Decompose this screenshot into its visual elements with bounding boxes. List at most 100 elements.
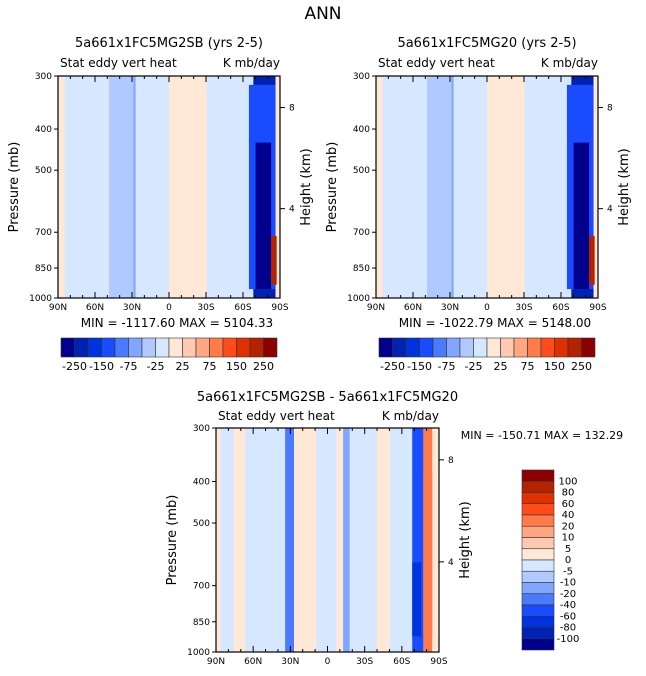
x-tick-label: 30N [441,303,459,313]
colorbar-label: 5 [565,544,571,555]
y-tick-label: 400 [193,478,210,488]
field-band [593,76,598,298]
colorbar-swatch [378,337,393,358]
field-band [343,428,350,652]
x-tick-label: 90N [207,657,225,667]
panel-title: 5a661x1FC5MG2SB - 5a661x1FC5MG20 [197,390,458,405]
field-band [376,428,390,652]
y-tick-label: 850 [193,618,210,628]
panel-title: 5a661x1FC5MG20 (yrs 2-5) [397,36,576,51]
panel-1: 5a661x1FC5MG2SB (yrs 2-5) Stat eddy vert … [7,36,314,373]
field-band [432,428,439,652]
colorbar-swatch [459,337,474,358]
colorbar-label: 0 [565,555,571,566]
field-band [244,428,259,652]
field-band [271,235,277,285]
x-tick-label: 0 [166,303,172,313]
field-band [589,235,595,285]
colorbar-swatch [236,337,251,358]
right-subtitle: K mb/day [541,56,598,70]
y-tick-label: 400 [35,125,52,135]
colorbar-label: -5 [563,566,573,577]
field-band [412,562,422,637]
colorbar-label: 250 [571,360,592,373]
colorbar-swatch [263,337,278,358]
field-band [275,76,280,298]
colorbar-swatch [155,337,170,358]
x-tick-label: 0 [484,303,490,313]
y-axis-label: Pressure (mb) [7,142,22,233]
y2-tick-label: 4 [289,205,295,215]
colorbar-swatch [87,337,102,358]
colorbar-swatch [473,337,488,358]
colorbar-label: -150 [89,360,114,373]
x-tick-label: 90S [430,657,447,667]
y2-tick-label: 8 [289,104,295,114]
y-tick-label: 850 [35,264,52,274]
field-band [135,76,169,298]
colorbar-label: -75 [120,360,138,373]
colorbar-swatch [554,337,569,358]
y-tick-label: 400 [353,125,370,135]
y-tick-label: 300 [193,424,210,434]
colorbar-swatch [521,604,555,617]
colorbar-label: 100 [558,476,577,487]
colorbar-label: 75 [521,360,535,373]
y-tick-label: 1000 [347,294,370,304]
colorbar-label: 40 [562,510,575,521]
field-band [316,428,337,652]
y-tick-label: 300 [353,72,370,82]
x-tick-label: 60S [552,303,569,313]
min-max-stats: MIN = -150.71 MAX = 132.29 [461,429,623,442]
colorbar-label: 25 [494,360,508,373]
right-subtitle: K mb/day [382,409,439,423]
panel-3: 5a661x1FC5MG2SB - 5a661x1FC5MG20 Stat edd… [165,390,623,667]
y-axis-label: Pressure (mb) [165,495,180,586]
page-title: ANN [304,4,341,24]
colorbar-label: -75 [438,360,456,373]
field-band [220,428,234,652]
colorbar-swatch [581,337,596,358]
field-band [376,76,383,298]
y2-tick-label: 8 [607,104,613,114]
field-band [216,428,221,652]
colorbar-label: 20 [562,521,575,532]
y-tick-label: 1000 [187,648,210,658]
left-subtitle: Stat eddy vert heat [218,409,335,423]
field-band [82,76,110,298]
y2-tick-label: 4 [448,558,454,568]
colorbar-label: -40 [560,600,576,611]
colorbar-swatch [60,337,75,358]
colorbar-swatch [114,337,129,358]
colorbar-swatch [405,337,420,358]
colorbar-swatch [521,559,555,572]
field-band [133,76,136,298]
x-tick-label: 60N [404,303,422,313]
left-subtitle: Stat eddy vert heat [378,56,495,70]
field-band [169,76,185,298]
colorbar-swatch [101,337,116,358]
colorbar-swatch [195,337,210,358]
colorbar-label: -25 [147,360,165,373]
field-band [58,76,65,298]
field-band [451,76,454,298]
colorbar-swatch [521,582,555,595]
field-band [487,76,503,298]
x-tick-label: 60N [244,657,262,667]
field-band [336,428,344,652]
field-band [502,76,525,298]
field-band [382,76,401,298]
colorbar-swatch [521,469,555,482]
x-tick-label: 90S [271,303,288,313]
field-band [427,76,452,298]
y-tick-label: 1000 [29,294,52,304]
x-tick-label: 60S [393,657,410,667]
colorbar-label: -10 [560,578,576,589]
colorbar-swatch [222,337,237,358]
left-subtitle: Stat eddy vert heat [60,56,177,70]
colorbar-label: 150 [544,360,565,373]
y-tick-label: 850 [353,264,370,274]
x-tick-label: 90N [367,303,385,313]
y-tick-label: 700 [193,582,210,592]
colorbar-label: -20 [560,589,576,600]
